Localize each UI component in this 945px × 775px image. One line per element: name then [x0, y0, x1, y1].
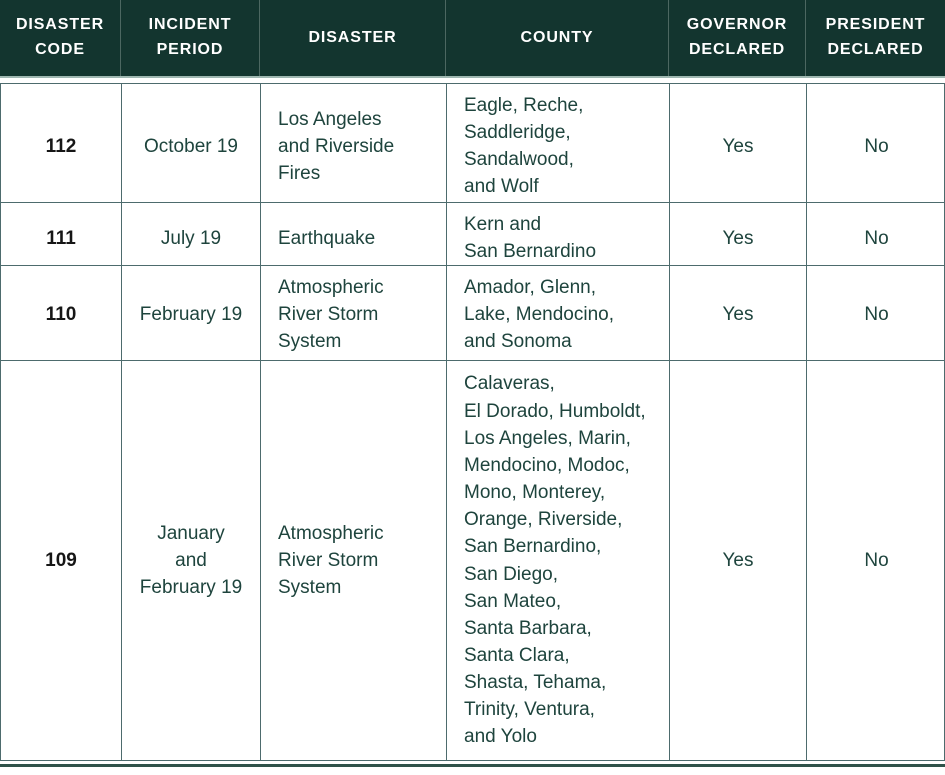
- cell-incident-period: January and February 19: [121, 361, 260, 760]
- cell-governor-declared: Yes: [669, 84, 806, 209]
- column-header-president-declared: PRESIDENT DECLARED: [805, 0, 945, 76]
- table-row: 110 February 19 Atmospheric River Storm …: [1, 265, 945, 364]
- table-body: 112 October 19 Los Angeles and Riverside…: [0, 83, 945, 761]
- table-row: 109 January and February 19 Atmospheric …: [1, 360, 944, 760]
- table-row: 112 October 19 Los Angeles and Riverside…: [1, 84, 944, 209]
- table-row: 111 July 19 Earthquake Kern and San Bern…: [1, 202, 944, 274]
- cell-disaster: Los Angeles and Riverside Fires: [260, 84, 446, 209]
- cell-disaster: Earthquake: [260, 203, 446, 274]
- cell-incident-period: July 19: [121, 203, 260, 274]
- cell-county: Kern and San Bernardino: [446, 203, 669, 274]
- cell-county: Eagle, Reche, Saddleridge, Sandalwood, a…: [446, 84, 669, 209]
- cell-governor-declared: Yes: [669, 203, 806, 274]
- cell-county: Amador, Glenn, Lake, Mendocino, and Sono…: [446, 266, 669, 364]
- column-header-incident-period: INCIDENT PERIOD: [120, 0, 259, 76]
- cell-disaster-code: 110: [45, 304, 77, 326]
- cell-president-declared: No: [806, 84, 945, 209]
- cell-county: Calaveras, El Dorado, Humboldt, Los Ange…: [446, 361, 669, 760]
- bottom-rule: [0, 764, 945, 767]
- cell-disaster-code: 109: [45, 549, 77, 571]
- cell-disaster: Atmospheric River Storm System: [260, 266, 446, 364]
- column-header-county: COUNTY: [445, 0, 668, 76]
- cell-governor-declared: Yes: [669, 361, 806, 760]
- column-header-governor-declared: GOVERNOR DECLARED: [668, 0, 805, 76]
- cell-disaster-code: 111: [46, 227, 76, 249]
- cell-president-declared: No: [806, 266, 945, 364]
- cell-incident-period: February 19: [121, 266, 260, 364]
- cell-disaster-code: 112: [45, 135, 77, 157]
- cell-disaster: Atmospheric River Storm System: [260, 361, 446, 760]
- cell-president-declared: No: [806, 361, 945, 760]
- cell-governor-declared: Yes: [669, 266, 806, 364]
- header-body-gap: [0, 78, 945, 83]
- column-header-disaster-code: DISASTER CODE: [15, 16, 105, 58]
- column-header-disaster: DISASTER: [259, 0, 445, 76]
- table-header-row: DISASTER CODE INCIDENT PERIOD DISASTER C…: [0, 0, 945, 78]
- cell-president-declared: No: [806, 203, 945, 274]
- cell-incident-period: October 19: [121, 84, 260, 209]
